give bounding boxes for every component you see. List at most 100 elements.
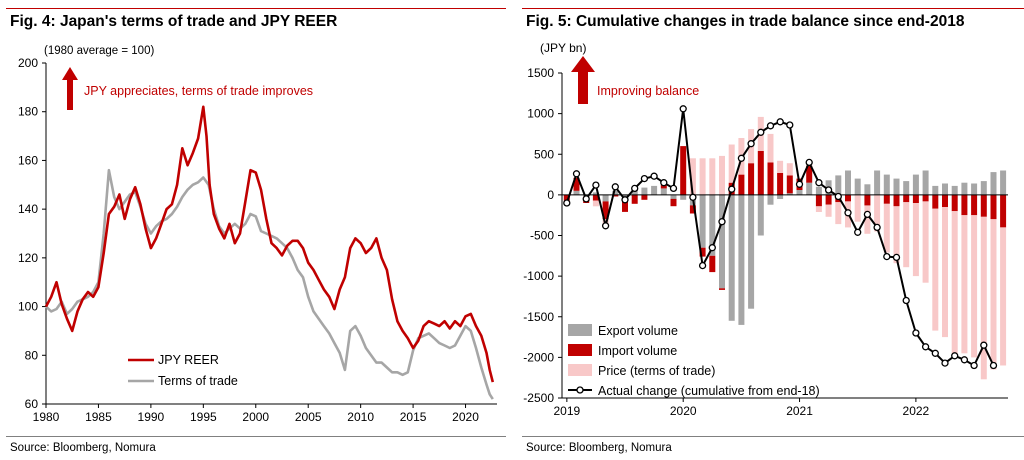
- actual-change-marker: [572, 170, 581, 178]
- export-volume-bar: [951, 185, 958, 195]
- actual-change-marker: [883, 252, 891, 261]
- annotation-text: JPY appreciates, terms of trade improves: [84, 84, 313, 98]
- export-volume-bar: [719, 194, 725, 289]
- import-volume-bar: [951, 194, 958, 212]
- price-bar: [709, 158, 716, 195]
- actual-change-marker: [563, 199, 571, 207]
- export-volume-bar: [980, 181, 987, 195]
- import-volume-bar: [815, 194, 822, 207]
- y-tick-label: -2000: [523, 350, 554, 364]
- actual-change-marker: [863, 210, 872, 219]
- actual-change-marker: [970, 361, 978, 370]
- price-bar: [689, 158, 696, 195]
- actual-change-marker: [844, 209, 852, 217]
- import-volume-bar: [932, 194, 939, 209]
- export-volume-bar: [912, 174, 919, 195]
- import-volume-bar: [699, 247, 706, 257]
- x-tick-label: 2015: [400, 410, 427, 424]
- export-volume-bar: [641, 187, 648, 195]
- price-bar: [767, 133, 774, 163]
- export-volume-bar: [592, 192, 599, 195]
- import-volume-bar: [893, 194, 900, 207]
- export-volume-bar: [854, 178, 861, 195]
- chart-title: Fig. 4: Japan's terms of trade and JPY R…: [10, 13, 338, 30]
- legend-swatch-import: [568, 344, 592, 356]
- actual-change-marker: [708, 244, 716, 252]
- price-bar: [990, 219, 997, 370]
- actual-change-marker: [650, 172, 658, 180]
- export-volume-bar: [631, 190, 638, 195]
- actual-change-marker: [621, 196, 629, 204]
- y-tick-label: -2500: [523, 391, 554, 405]
- actual-change-marker: [669, 184, 678, 193]
- export-volume-bar: [903, 181, 910, 195]
- price-bar: [699, 158, 706, 195]
- price-bar: [932, 208, 939, 331]
- x-tick-label: 2010: [347, 410, 374, 424]
- actual-change-marker: [941, 359, 949, 367]
- price-bar: [922, 201, 929, 283]
- export-volume-bar: [728, 194, 735, 321]
- y-tick-label: -1000: [523, 269, 554, 283]
- import-volume-bar: [748, 163, 755, 195]
- export-volume-bar: [942, 183, 948, 195]
- import-volume-bar: [612, 194, 619, 197]
- actual-change-marker: [902, 296, 910, 305]
- import-volume-bar: [689, 205, 696, 214]
- line-series-terms-of-trade: [45, 168, 494, 400]
- export-volume-bar: [738, 194, 745, 325]
- import-volume-bar: [864, 194, 871, 206]
- line-series-jpy-reer: [44, 105, 495, 383]
- export-volume-bar: [680, 194, 687, 200]
- actual-change-marker: [582, 195, 590, 203]
- y-tick-label: 60: [25, 397, 39, 411]
- annotation-arrow-head: [62, 67, 78, 80]
- price-bar: [951, 211, 958, 358]
- export-volume-bar: [845, 170, 851, 195]
- price-bar: [874, 194, 881, 232]
- x-tick-label: 1985: [85, 410, 112, 424]
- y-tick-label: 80: [25, 348, 39, 362]
- y-tick-label: -500: [530, 229, 554, 243]
- actual-change-marker: [912, 329, 920, 337]
- actual-change-marker: [931, 349, 939, 357]
- actual-change-marker: [660, 179, 668, 187]
- price-bar: [864, 205, 871, 234]
- y-tick-label: 1500: [527, 66, 554, 80]
- export-volume-bar: [883, 174, 890, 195]
- import-volume-bar: [990, 194, 997, 220]
- import-volume-bar: [942, 194, 948, 208]
- legend-label: Terms of trade: [158, 374, 238, 388]
- actual-change-marker: [795, 180, 804, 188]
- import-volume-bar: [738, 174, 745, 195]
- annotation-arrow-shaft: [67, 78, 73, 110]
- import-volume-bar: [592, 194, 599, 201]
- right-chart-svg: -2500 -2000 -1500 -1000 -500 0 500 1000 1500 (JPY…: [523, 41, 1008, 418]
- export-volume-bar: [660, 188, 667, 195]
- actual-change-marker: [960, 356, 969, 364]
- y-axis-unit-label: (JPY bn): [540, 41, 586, 55]
- x-tick-label: 2005: [295, 410, 322, 424]
- actual-change-marker: [698, 261, 707, 270]
- price-bar: [815, 206, 822, 212]
- price-bar: [854, 194, 861, 222]
- x-tick-label: 2000: [242, 410, 269, 424]
- import-volume-bar: [757, 151, 764, 195]
- import-volume-bar: [922, 194, 929, 202]
- y-tick-label: 120: [18, 251, 38, 265]
- y-tick-label: 140: [18, 202, 38, 216]
- price-bar: [835, 202, 842, 225]
- price-bar: [786, 163, 793, 176]
- import-volume-bar: [961, 194, 968, 216]
- price-bar: [883, 203, 890, 253]
- actual-change-marker: [679, 105, 687, 113]
- import-volume-bar: [980, 194, 987, 217]
- actual-change-marker: [815, 179, 823, 187]
- actual-change-marker: [921, 343, 930, 351]
- export-volume-bar: [709, 194, 716, 256]
- export-volume-bar: [874, 170, 881, 195]
- price-bar: [719, 155, 725, 195]
- export-volume-bar: [864, 184, 871, 195]
- import-volume-bar: [786, 175, 793, 194]
- export-volume-bar: [922, 170, 929, 195]
